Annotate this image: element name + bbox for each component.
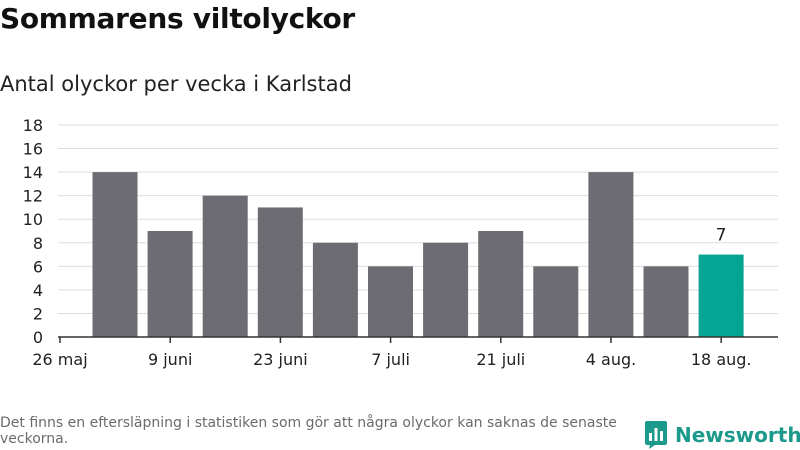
y-tick-label: 2 [33,304,43,323]
x-tick-label: 4 aug. [586,350,636,369]
y-tick-label: 10 [23,210,43,229]
bar [257,207,303,337]
data-labels: 7 [716,226,727,246]
x-tick-label: 9 juni [148,350,192,369]
bar [643,266,689,337]
bar [147,231,193,337]
y-tick-label: 6 [33,257,43,276]
x-tick-label: 7 juli [371,350,410,369]
x-tick-label: 21 juli [476,350,525,369]
bar [312,242,358,337]
bar [92,172,138,337]
bars [92,172,744,337]
x-tick-label: 26 maj [32,350,87,369]
bar [368,266,413,337]
bar [202,195,248,337]
brand-logo[interactable]: Newsworthy [644,420,800,450]
bar [533,266,579,337]
bar [588,172,634,337]
footnote: Det finns en eftersläpning i statistiken… [0,415,617,447]
bar [423,242,469,337]
gridlines [58,124,778,314]
x-tick-label: 18 aug. [691,350,752,369]
bar [478,231,524,337]
y-tick-label: 0 [33,328,43,347]
y-tick-label: 8 [33,234,43,253]
y-tick-label: 14 [23,163,43,182]
x-axis: 26 maj 9 juni 23 juni 7 juli 21 juli 4 aug. 18… [32,336,778,369]
bar-chart: 0 2 4 6 8 10 12 14 16 18 26 maj 9 juni 23 juni 7 jul… [23,116,778,369]
chart-subtitle: Antal olyckor per vecka i Karlstad [0,72,352,96]
y-axis-tick-labels: 0 2 4 6 8 10 12 14 16 18 [23,116,43,347]
bar-highlight [698,254,744,337]
bar-chart-logo-icon [645,421,667,449]
x-tick-label: 23 juni [253,350,308,369]
brand-name: Newsworthy [675,423,800,447]
y-tick-label: 18 [23,116,43,135]
chart-title: Sommarens viltolyckor [0,2,355,35]
y-tick-label: 12 [23,187,43,206]
y-tick-label: 4 [33,281,43,300]
y-tick-label: 16 [23,140,43,159]
data-label: 7 [716,226,727,246]
